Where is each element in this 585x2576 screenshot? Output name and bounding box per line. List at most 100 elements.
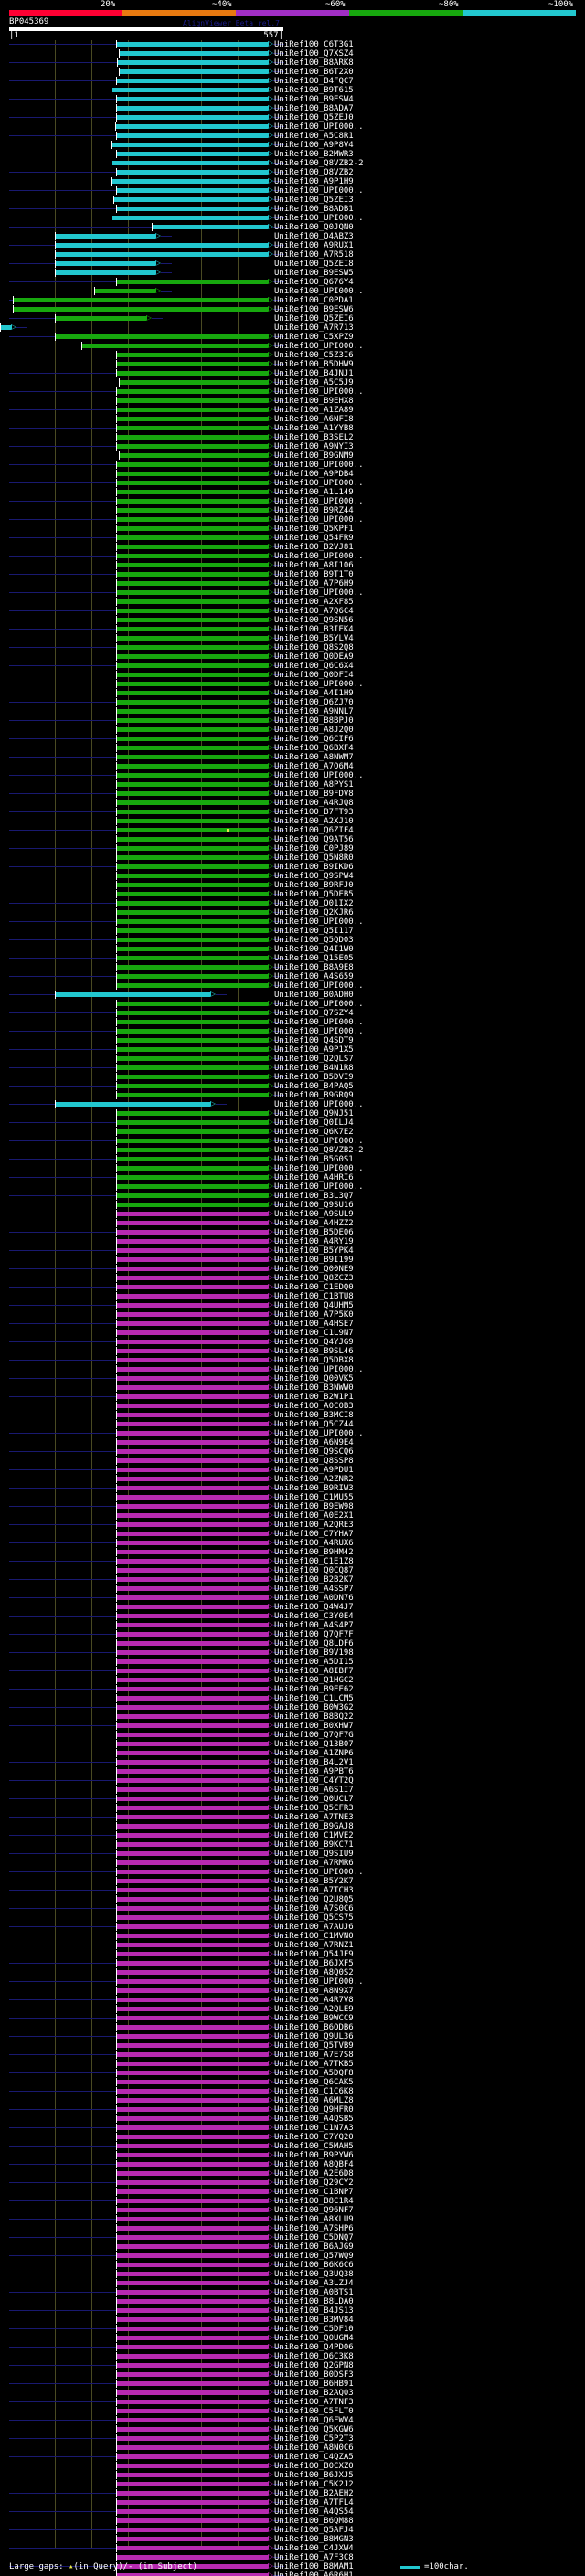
- hit-accession-label[interactable]: UniRef100_A4S4P7: [274, 1621, 354, 1630]
- alignment-segment[interactable]: [116, 2482, 268, 2486]
- hit-accession-label[interactable]: UniRef100_B3SEL2: [274, 433, 354, 442]
- alignment-segment[interactable]: [116, 1760, 268, 1765]
- alignment-segment[interactable]: [116, 1833, 268, 1838]
- hit-row[interactable]: UniRef100_B3IEK4: [0, 625, 585, 634]
- hit-accession-label[interactable]: UniRef100_A8I106: [274, 561, 354, 570]
- hit-accession-label[interactable]: UniRef100_B2B2K7: [274, 1575, 354, 1585]
- hit-accession-label[interactable]: UniRef100_A7S0C6: [274, 1904, 354, 1913]
- hit-accession-label[interactable]: UniRef100_C5FLT0: [274, 2407, 354, 2416]
- alignment-segment[interactable]: [116, 2518, 268, 2523]
- hit-accession-label[interactable]: UniRef100_UPI000..: [274, 1164, 364, 1173]
- hit-accession-label[interactable]: UniRef100_B9WCC9: [274, 2014, 354, 2023]
- hit-row[interactable]: UniRef100_C1E1Z8: [0, 1557, 585, 1566]
- hit-row[interactable]: UniRef100_A7P5K0: [0, 1310, 585, 1320]
- alignment-segment[interactable]: [113, 197, 268, 202]
- hit-accession-label[interactable]: UniRef100_A9PDB4: [274, 470, 354, 479]
- alignment-segment[interactable]: [116, 1276, 268, 1280]
- hit-accession-label[interactable]: UniRef100_B4FQC7: [274, 77, 354, 86]
- hit-row[interactable]: UniRef100_Q5N8R0: [0, 853, 585, 863]
- alignment-segment[interactable]: [55, 270, 155, 275]
- hit-row[interactable]: UniRef100_A9PDB4: [0, 470, 585, 479]
- hit-accession-label[interactable]: UniRef100_B3MV84: [274, 2316, 354, 2325]
- hit-row[interactable]: UniRef100_B5G0S1: [0, 1155, 585, 1164]
- hit-accession-label[interactable]: UniRef100_B5DE06: [274, 1228, 354, 1237]
- hit-accession-label[interactable]: UniRef100_A5DQF8: [274, 2069, 354, 2078]
- hit-row[interactable]: UniRef100_A2XJ10: [0, 817, 585, 826]
- hit-row[interactable]: UniRef100_B9WCC9: [0, 2014, 585, 2023]
- alignment-segment[interactable]: [116, 1504, 268, 1509]
- hit-accession-label[interactable]: UniRef100_B5DHW9: [274, 360, 354, 369]
- alignment-segment[interactable]: [116, 1340, 268, 1344]
- hit-accession-label[interactable]: UniRef100_B9RFJ0: [274, 881, 354, 890]
- alignment-segment[interactable]: [116, 1824, 268, 1829]
- hit-accession-label[interactable]: UniRef100_UPI000..: [274, 479, 364, 488]
- hit-accession-label[interactable]: UniRef100_B9ESW4: [274, 95, 354, 104]
- hit-accession-label[interactable]: UniRef100_C1LCM5: [274, 1694, 354, 1703]
- hit-accession-label[interactable]: UniRef100_C1MU55: [274, 1493, 354, 1502]
- hit-row[interactable]: UniRef100_Q2QLS7: [0, 1055, 585, 1064]
- hit-accession-label[interactable]: UniRef100_Q8ZCZ3: [274, 1274, 354, 1283]
- hit-accession-label[interactable]: UniRef100_UPI000..: [274, 1100, 364, 1109]
- hit-row[interactable]: UniRef100_A6MLZ8: [0, 2096, 585, 2105]
- hit-row[interactable]: UniRef100_B0DSF3: [0, 2370, 585, 2380]
- alignment-segment[interactable]: [116, 2217, 268, 2221]
- alignment-segment[interactable]: [116, 2363, 268, 2368]
- hit-row[interactable]: UniRef100_A7S0C6: [0, 1904, 585, 1913]
- hit-row[interactable]: UniRef100_B2MWR3: [0, 150, 585, 159]
- hit-accession-label[interactable]: UniRef100_UPI000..: [274, 1182, 364, 1192]
- alignment-segment[interactable]: [116, 1468, 268, 1472]
- hit-row[interactable]: UniRef100_B9HM42: [0, 1548, 585, 1557]
- alignment-segment[interactable]: [116, 1687, 268, 1691]
- alignment-segment[interactable]: [116, 2208, 268, 2212]
- hit-row[interactable]: UniRef100_C1MVN0: [0, 1932, 585, 1941]
- alignment-segment[interactable]: [116, 746, 268, 750]
- hit-row[interactable]: UniRef100_A9NNL7: [0, 707, 585, 716]
- alignment-segment[interactable]: [116, 1733, 268, 1737]
- alignment-segment[interactable]: [116, 2308, 268, 2313]
- hit-row[interactable]: UniRef100_A7AUJ6: [0, 1923, 585, 1932]
- alignment-segment[interactable]: [116, 737, 268, 741]
- hit-row[interactable]: UniRef100_C1C6K8: [0, 2087, 585, 2096]
- hit-row[interactable]: UniRef100_Q54FR9: [0, 534, 585, 543]
- hit-accession-label[interactable]: UniRef100_B9T1T0: [274, 570, 354, 579]
- alignment-segment[interactable]: [116, 2290, 268, 2295]
- hit-row[interactable]: UniRef100_C5K2J2: [0, 2480, 585, 2489]
- hit-row[interactable]: UniRef100_B4FQC7: [0, 77, 585, 86]
- alignment-segment[interactable]: [116, 188, 268, 193]
- hit-accession-label[interactable]: UniRef100_Q9SU16: [274, 1201, 354, 1210]
- alignment-segment[interactable]: [116, 2135, 268, 2139]
- hit-row[interactable]: UniRef100_C1MVE2: [0, 1831, 585, 1840]
- alignment-segment[interactable]: [116, 1723, 268, 1728]
- hit-accession-label[interactable]: UniRef100_UPI000..: [274, 287, 364, 296]
- hit-accession-label[interactable]: UniRef100_B3IEK4: [274, 625, 354, 634]
- hit-row[interactable]: UniRef100_A0DN76: [0, 1594, 585, 1603]
- hit-row[interactable]: UniRef100_Q5DEB5: [0, 890, 585, 899]
- hit-accession-label[interactable]: UniRef100_Q0UCL7: [274, 1795, 354, 1804]
- hit-accession-label[interactable]: UniRef100_Q6ZIF4: [274, 826, 354, 835]
- hit-row[interactable]: UniRef100_Q8VZB2-2: [0, 159, 585, 168]
- hit-row[interactable]: UniRef100_B0W3G2: [0, 1703, 585, 1712]
- alignment-segment[interactable]: [115, 124, 268, 129]
- alignment-segment[interactable]: [116, 599, 268, 604]
- hit-accession-label[interactable]: UniRef100_UPI000..: [274, 1977, 364, 1987]
- hit-accession-label[interactable]: UniRef100_A2QRE3: [274, 1521, 354, 1530]
- hit-row[interactable]: UniRef100_Q4I1W0: [0, 945, 585, 954]
- hit-row[interactable]: UniRef100_C0PDA1: [0, 296, 585, 305]
- hit-accession-label[interactable]: UniRef100_B5Y2K7: [274, 1877, 354, 1886]
- alignment-segment[interactable]: [116, 1120, 268, 1125]
- hit-row[interactable]: UniRef100_UPI000..: [0, 771, 585, 780]
- hit-row[interactable]: UniRef100_A7R518: [0, 250, 585, 260]
- hit-row[interactable]: UniRef100_A7E7S8: [0, 2051, 585, 2060]
- alignment-segment[interactable]: [116, 1157, 268, 1161]
- hit-row[interactable]: UniRef100_Q0UGM4: [0, 2334, 585, 2343]
- hit-row[interactable]: UniRef100_A0E2X1: [0, 1511, 585, 1521]
- hit-row[interactable]: UniRef100_B0XHW7: [0, 1722, 585, 1731]
- hit-row[interactable]: UniRef100_UPI000..: [0, 1365, 585, 1374]
- hit-accession-label[interactable]: UniRef100_Q0CQ87: [274, 1566, 354, 1575]
- hit-accession-label[interactable]: UniRef100_UPI000..: [274, 461, 364, 470]
- hit-accession-label[interactable]: UniRef100_B5G0S1: [274, 1155, 354, 1164]
- alignment-segment[interactable]: [116, 426, 268, 430]
- hit-row[interactable]: UniRef100_Q7QF7G: [0, 1731, 585, 1740]
- hit-row[interactable]: UniRef100_B9SL46: [0, 1347, 585, 1356]
- alignment-segment[interactable]: [116, 2546, 268, 2550]
